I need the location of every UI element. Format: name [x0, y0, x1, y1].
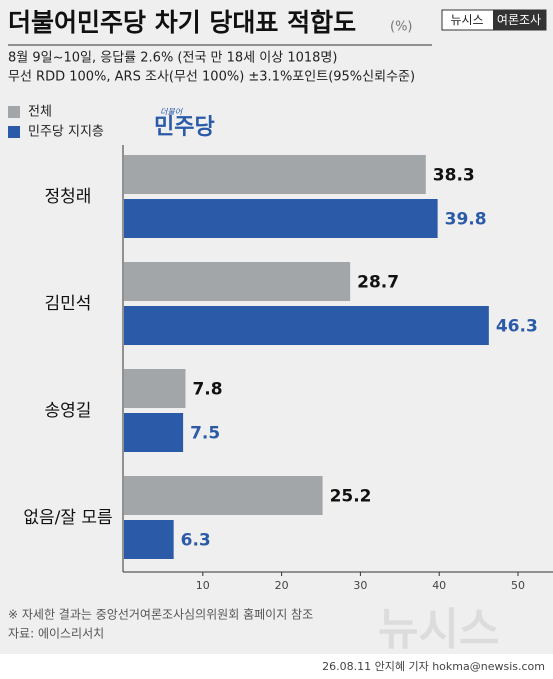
badge-dark — [493, 10, 546, 30]
badge-text: 여론조사 — [497, 13, 541, 27]
bar — [124, 476, 323, 515]
value-label: 38.3 — [433, 166, 475, 186]
logo-small: 더불어 — [160, 108, 184, 117]
subtitle: 8월 9일~10일, 응답률 2.6% (전국 만 18세 이상 1018명) — [8, 51, 337, 66]
subtitle: 무선 RDD 100%, ARS 조사(무선 100%) ±3.1%포인트(95… — [8, 70, 415, 85]
watermark: 뉴시스 — [378, 604, 499, 655]
x-tick-label: 20 — [275, 579, 289, 592]
category-label: 송영길 — [45, 401, 92, 421]
logo: 민주당 — [154, 115, 215, 140]
value-label: 7.8 — [192, 380, 222, 400]
x-tick-label: 10 — [196, 579, 210, 592]
bar — [124, 413, 184, 452]
value-label: 39.8 — [445, 210, 487, 230]
bar — [124, 369, 186, 408]
value-label: 28.7 — [357, 273, 399, 293]
value-label: 25.2 — [330, 487, 372, 507]
source: 자료: 에이스리서치 — [8, 627, 104, 641]
category-label: 김민석 — [45, 294, 92, 314]
badge-text: 뉴시스 — [450, 13, 483, 27]
x-tick-label: 30 — [353, 579, 367, 592]
credit: 26.08.11 안지혜 기자 hokma@newsis.com — [322, 660, 545, 673]
bar — [124, 199, 438, 238]
bar — [124, 155, 426, 194]
legend-swatch — [8, 126, 20, 138]
legend-swatch — [8, 106, 20, 118]
value-label: 6.3 — [181, 531, 211, 551]
unit: (%) — [390, 20, 413, 35]
credit-strip — [0, 654, 553, 679]
category-label: 없음/잘 모름 — [23, 508, 112, 528]
value-label: 46.3 — [496, 317, 538, 337]
category-label: 정청래 — [45, 187, 92, 207]
legend-label: 전체 — [28, 105, 52, 120]
x-tick-label: 40 — [432, 579, 446, 592]
x-tick-label: 50 — [511, 579, 525, 592]
chart-title: 더불어민주당 차기 당대표 적합도 — [8, 8, 356, 37]
footnote: ※ 자세한 결과는 중앙선거여론조사심의위원회 홈페이지 참조 — [8, 608, 313, 622]
value-label: 7.5 — [190, 424, 220, 444]
bar — [124, 520, 174, 559]
bar — [124, 262, 351, 301]
legend-label: 민주당 지지층 — [28, 125, 104, 140]
bar — [124, 306, 489, 345]
